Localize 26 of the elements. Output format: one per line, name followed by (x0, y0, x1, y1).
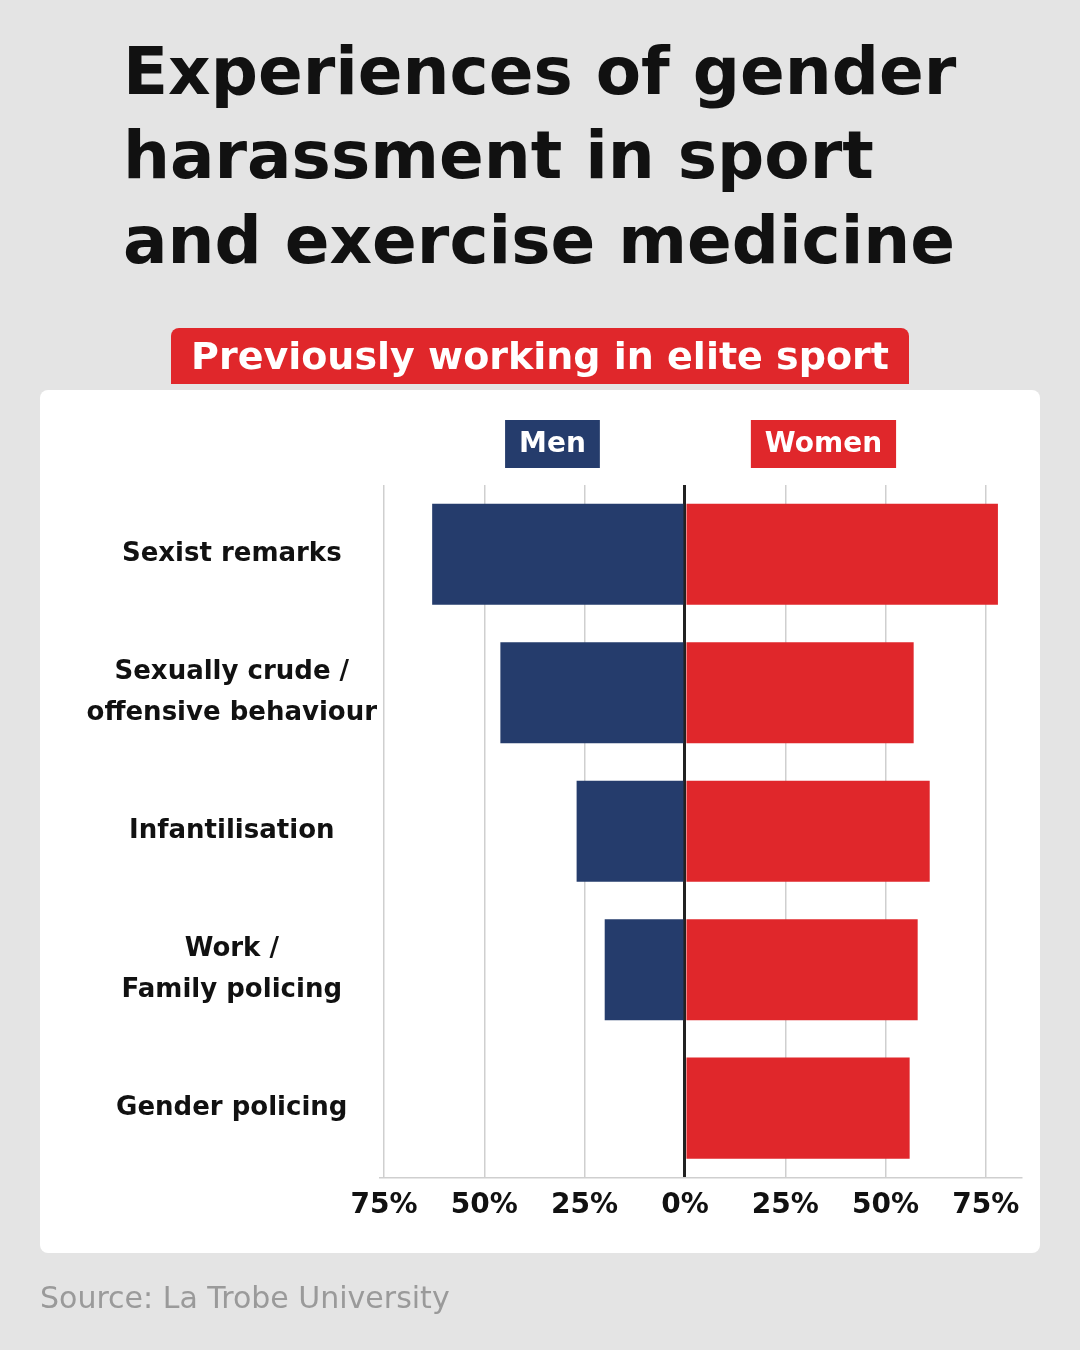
y-tick-label: Sexist remarks (121, 536, 342, 567)
y-tick-label: Work / Family policing (121, 931, 342, 1004)
series-label: Men (519, 426, 586, 460)
x-tick-label: 50% (450, 1187, 518, 1221)
chart-title: Experiences of gender harassment in sport and exercise medicine (123, 32, 958, 281)
x-tick-label: 75% (350, 1187, 418, 1221)
bar (432, 503, 684, 605)
bar (500, 642, 684, 744)
bar (686, 503, 998, 605)
y-tick-label: Gender policing (116, 1090, 348, 1121)
bar (604, 919, 684, 1021)
series-label: Women (764, 426, 883, 460)
source-note: Source: La Trobe University (40, 1280, 450, 1315)
x-tick-label: 25% (551, 1187, 619, 1221)
bar (686, 1057, 910, 1159)
x-tick-label: 25% (751, 1187, 819, 1221)
bar (576, 780, 684, 882)
x-tick-label: 50% (852, 1187, 920, 1221)
x-tick-label: 75% (952, 1187, 1020, 1221)
x-tick-label: 0% (661, 1187, 709, 1221)
y-tick-label: Sexually crude / offensive behaviour (86, 654, 378, 727)
bar (686, 780, 930, 882)
y-tick-label: Infantilisation (129, 813, 335, 844)
chart-subtitle: Previously working in elite sport (171, 328, 909, 384)
bar (686, 642, 914, 744)
bar (686, 919, 918, 1021)
